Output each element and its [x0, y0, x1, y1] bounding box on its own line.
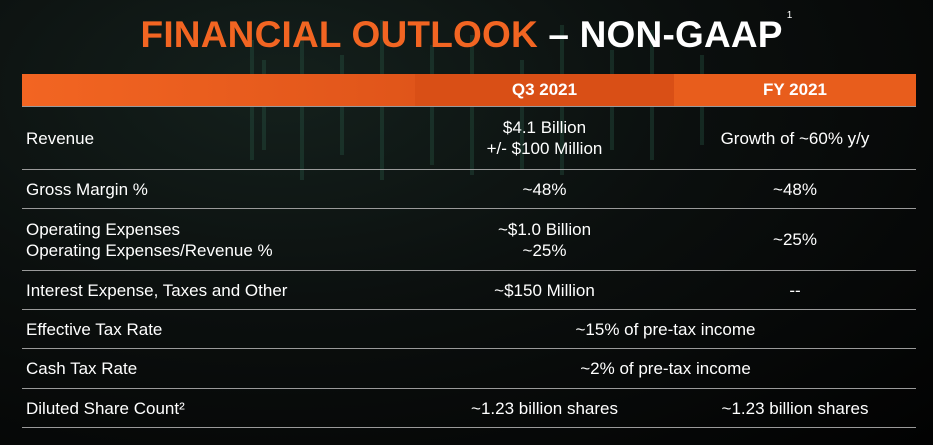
row-label-line1: Operating Expenses	[26, 219, 181, 239]
header-blank	[22, 74, 415, 107]
fy-value: ~1.23 billion shares	[674, 388, 916, 428]
table-row-revenue: Revenue $4.1 Billion +/- $100 Million Gr…	[22, 106, 916, 170]
header-q3-2021: Q3 2021	[415, 74, 674, 107]
row-label: Interest Expense, Taxes and Other	[22, 270, 415, 310]
header-fy-2021: FY 2021	[674, 74, 916, 107]
table-row-cash-tax-rate: Cash Tax Rate ~2% of pre-tax income	[22, 348, 916, 389]
q3-value: ~48%	[415, 169, 674, 209]
fy-value: ~25%	[674, 208, 916, 271]
row-label: Gross Margin %	[22, 169, 415, 209]
q3-value: $4.1 Billion +/- $100 Million	[415, 106, 674, 170]
table-row-interest-taxes: Interest Expense, Taxes and Other ~$150 …	[22, 270, 916, 310]
fy-value: Growth of ~60% y/y	[674, 106, 916, 170]
q3-value-line1: ~$1.0 Billion	[497, 219, 592, 239]
row-label: Operating Expenses Operating Expenses/Re…	[22, 208, 415, 271]
q3-value-line1: $4.1 Billion	[502, 118, 587, 137]
row-label: Effective Tax Rate	[22, 309, 415, 349]
title-footnote-marker: 1	[786, 10, 793, 21]
title-main: FINANCIAL OUTLOOK	[140, 14, 538, 55]
row-label: Cash Tax Rate	[22, 348, 415, 389]
row-label: Revenue	[22, 106, 415, 170]
q3-value-line2: ~25%	[522, 240, 567, 260]
combined-value: ~2% of pre-tax income	[415, 348, 916, 389]
table-row-effective-tax-rate: Effective Tax Rate ~15% of pre-tax incom…	[22, 309, 916, 349]
q3-value: ~1.23 billion shares	[415, 388, 674, 428]
table-row-diluted-share-count: Diluted Share Count² ~1.23 billion share…	[22, 388, 916, 428]
q3-value: ~$150 Million	[415, 270, 674, 310]
row-label: Diluted Share Count²	[22, 388, 415, 428]
fy-value: --	[674, 270, 916, 310]
outlook-table: Q3 2021 FY 2021 Revenue $4.1 Billion +/-…	[22, 74, 916, 428]
q3-value-line2: +/- $100 Million	[486, 139, 603, 158]
slide-title: FINANCIAL OUTLOOK – NON-GAAP 1	[0, 10, 933, 56]
row-label-line2: Operating Expenses/Revenue %	[26, 240, 273, 260]
fy-value: ~48%	[674, 169, 916, 209]
table-row-operating-expenses: Operating Expenses Operating Expenses/Re…	[22, 208, 916, 271]
q3-value: ~$1.0 Billion ~25%	[415, 208, 674, 271]
title-suffix: – NON-GAAP	[548, 14, 783, 55]
table-header-row: Q3 2021 FY 2021	[22, 74, 916, 107]
table-row-gross-margin: Gross Margin % ~48% ~48%	[22, 169, 916, 209]
combined-value: ~15% of pre-tax income	[415, 309, 916, 349]
